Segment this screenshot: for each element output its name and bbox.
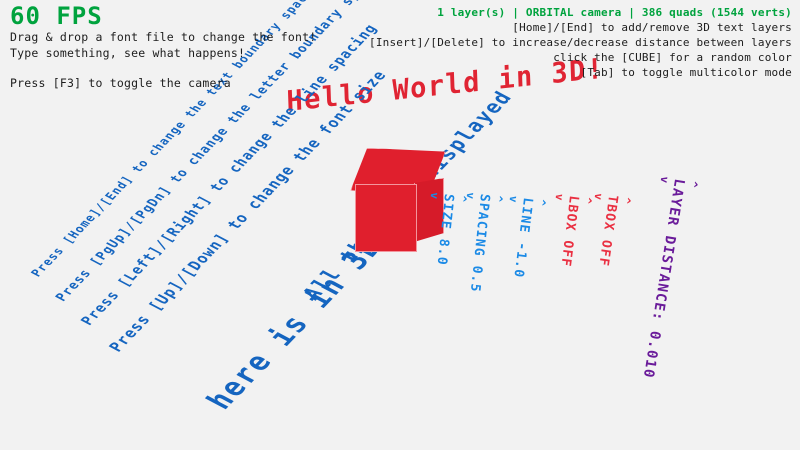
red-cube[interactable]	[352, 150, 448, 255]
cube-front-face[interactable]	[355, 184, 417, 252]
